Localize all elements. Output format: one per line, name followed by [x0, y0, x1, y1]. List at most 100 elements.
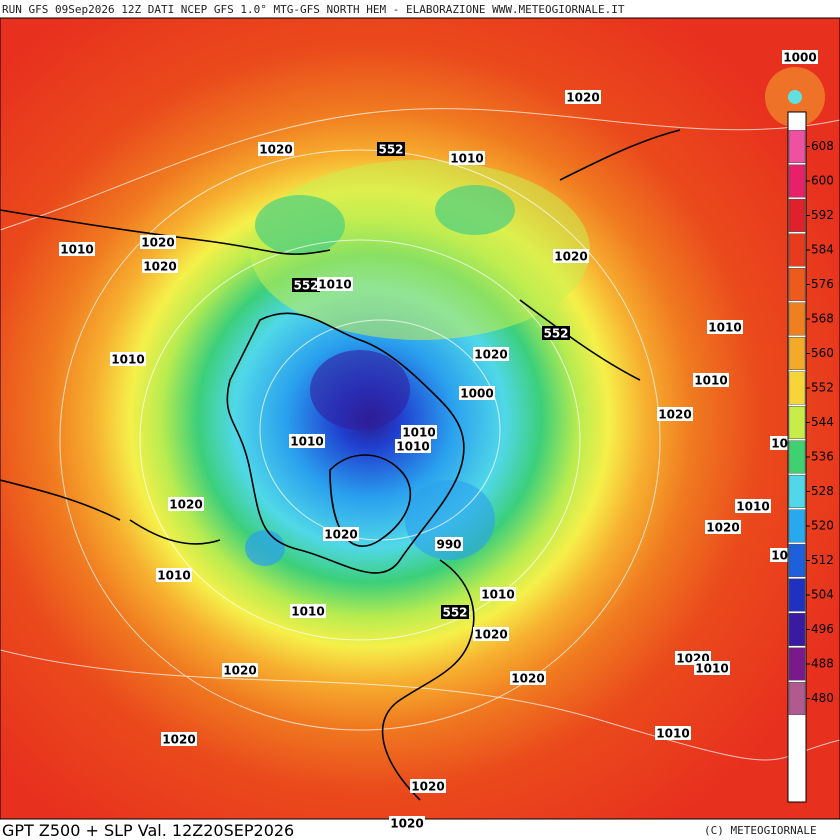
label-box: [707, 320, 743, 334]
label-box: [782, 50, 818, 64]
label-box: [161, 732, 197, 746]
label-box: [693, 373, 729, 387]
colorbar-swatch: [788, 233, 806, 267]
colorbar-swatch: [788, 647, 806, 681]
pressure-label: 1010: [157, 569, 190, 583]
pressure-label: 1010: [694, 374, 727, 388]
label-box: [459, 386, 495, 400]
pressure-label: 1010: [450, 152, 483, 166]
height-label: 552: [543, 327, 568, 341]
label-box: [480, 587, 516, 601]
height-label: 552: [293, 279, 318, 293]
pressure-label: 1020: [259, 143, 292, 157]
colorbar-label: 600: [811, 174, 834, 188]
colorbar-swatch: [788, 337, 806, 370]
colorbar-swatch: [788, 613, 806, 646]
pressure-label: 1020: [390, 817, 423, 831]
colorbar-swatch: [788, 406, 806, 439]
colorbar-label: 592: [811, 208, 834, 222]
pressure-label: 1010: [318, 278, 351, 292]
pressure-label: 1020: [566, 91, 599, 105]
label-box: [510, 671, 546, 685]
label-box: [110, 352, 146, 366]
colorbar-label: 504: [811, 588, 834, 602]
label-box: [140, 235, 176, 249]
colorbar-label: 608: [811, 139, 834, 153]
pressure-label: 1010: [656, 727, 689, 741]
field-lobe: [435, 185, 515, 235]
pressure-label: 1000: [783, 51, 816, 65]
label-box: [655, 726, 691, 740]
label-box: [657, 407, 693, 421]
pressure-label: 1020: [474, 628, 507, 642]
label-box: [553, 249, 589, 263]
colorbar-swatch: [788, 682, 806, 715]
label-box: [705, 520, 741, 534]
label-box: [168, 497, 204, 511]
pressure-label: 1010: [695, 662, 728, 676]
footer-title: GPT Z500 + SLP Val. 12Z20SEP2026: [2, 821, 294, 840]
pressure-label: 1010: [736, 500, 769, 514]
colorbar-swatch: [788, 268, 806, 301]
label-box: [292, 278, 320, 292]
typhoon-eye: [788, 90, 802, 104]
field-low: [245, 530, 285, 566]
pressure-label: 1020: [223, 664, 256, 678]
label-box: [694, 661, 730, 675]
colorbar: 608 600 592 584 576 568 560 552 544 536 528 520 512 5…: [787, 111, 834, 803]
label-box: [258, 142, 294, 156]
pressure-label: 1010: [708, 321, 741, 335]
colorbar-swatch: [788, 199, 806, 232]
pressure-label: 1000: [460, 387, 493, 401]
label-box: [323, 527, 359, 541]
pressure-label: 1010: [402, 426, 435, 440]
label-box: [473, 347, 509, 361]
colorbar-label: 480: [811, 691, 834, 705]
label-box: [441, 605, 469, 619]
colorbar-label: 576: [811, 277, 834, 291]
pressure-label: 1010: [60, 243, 93, 257]
isobars: [0, 108, 840, 761]
pressure-label: 1020: [141, 236, 174, 250]
height-field: [0, 18, 840, 819]
pressure-label: 1010: [396, 440, 429, 454]
label-box: [435, 537, 463, 551]
label-box: [317, 277, 353, 291]
label-box: [290, 604, 326, 618]
pressure-label: 1010: [291, 605, 324, 619]
height-label: 552: [442, 606, 467, 620]
pressure-label: 1010: [481, 588, 514, 602]
colorbar-label: 568: [811, 312, 834, 326]
pressure-label: 1020: [411, 780, 444, 794]
field-lobe: [255, 195, 345, 255]
colorbar-label: 560: [811, 346, 834, 360]
pressure-label: 1020: [474, 348, 507, 362]
pressure-label: 1020: [511, 672, 544, 686]
pressure-label: 1010: [290, 435, 323, 449]
label-box: [59, 242, 95, 256]
label-box: [289, 434, 325, 448]
pressure-label: 1020: [143, 260, 176, 274]
label-box: [222, 663, 258, 677]
colorbar-label: 584: [811, 243, 834, 257]
colorbar-swatch: [788, 509, 806, 543]
colorbar-label: 552: [811, 381, 834, 395]
label-box: [565, 90, 601, 104]
pressure-label: 990: [436, 538, 461, 552]
header-text: RUN GFS 09Sep2026 12Z DATI NCEP GFS 1.0°…: [2, 3, 625, 16]
label-box: [142, 259, 178, 273]
pressure-label: 1020: [658, 408, 691, 422]
colorbar-swatch: [788, 130, 806, 163]
label-box: [401, 425, 437, 439]
pressure-label: 1020: [169, 498, 202, 512]
colorbar-swatch: [788, 475, 806, 508]
colorbar-swatch: [788, 544, 806, 577]
colorbar-swatch: [788, 440, 806, 474]
colorbar-label: 512: [811, 553, 834, 567]
pressure-label: 1020: [706, 521, 739, 535]
field-low: [310, 350, 410, 430]
label-box: [395, 439, 431, 453]
colorbar-swatch: [788, 302, 806, 336]
